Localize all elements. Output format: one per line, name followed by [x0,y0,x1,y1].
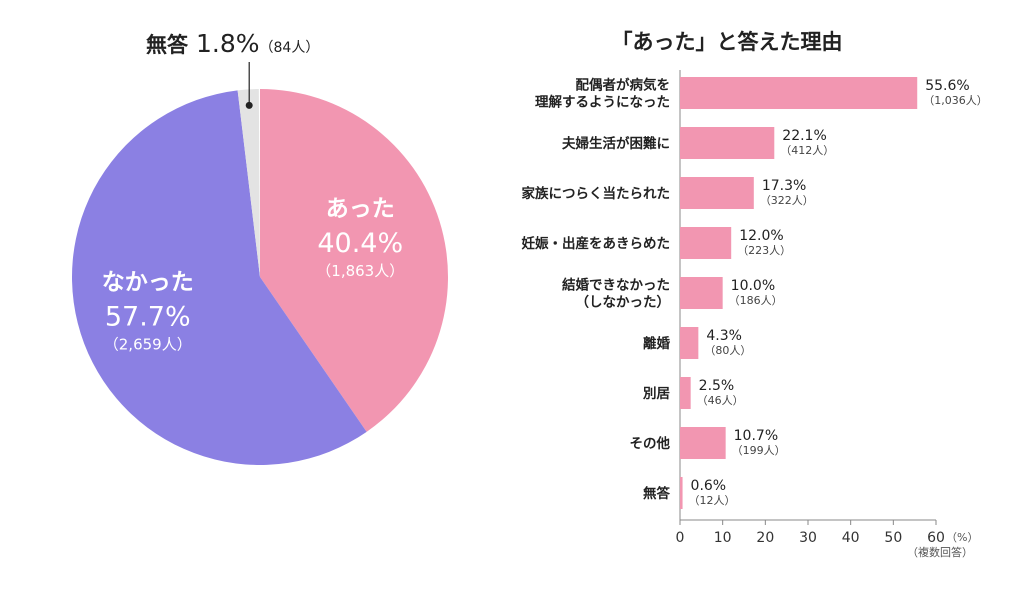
category-label-2: 家族につらく当たられた [522,185,671,202]
bar-7 [680,427,726,459]
x-tick-label-4: 40 [842,530,860,546]
no-answer-label: 無答 [146,33,189,57]
x-tick-label-1: 10 [714,530,732,546]
pie-percent-0: 40.4% [317,228,403,259]
x-tick-label-3: 30 [799,530,817,546]
bar-2 [680,177,754,209]
x-tick-label-2: 20 [756,530,774,546]
value-label-5: 4.3% [706,328,742,344]
category-label-4-line1: （しなかった） [576,295,671,311]
bar-0 [680,77,918,109]
category-label-3: 妊娠・出産をあきらめた [522,235,671,252]
bar-4 [680,277,723,309]
pie-label-1: なかった [102,269,194,295]
pie-slice-2 [237,89,260,277]
pie-slice-0 [260,89,448,432]
value-label-8: 0.6% [691,478,727,494]
count-label-7: （199人） [732,444,786,457]
bar-1 [680,127,775,159]
x-axis-unit: （%） [946,531,978,544]
count-label-6: （46人） [697,394,744,407]
pie-label-2: 無答 1.8%（84人） [146,29,319,58]
category-label-0-line0: 配偶者が病気を [576,77,671,94]
x-tick-label-6: 60 [927,530,945,546]
category-label-7: その他 [630,435,671,452]
category-label-8: 無答 [643,485,671,502]
count-label-2: （322人） [760,194,814,207]
count-label-8: （12人） [689,494,736,507]
count-label-3: （223人） [737,244,791,257]
x-tick-label-0: 0 [676,530,685,546]
count-label-5: （80人） [704,344,751,357]
no-answer-count: （84人） [260,40,320,56]
value-label-3: 12.0% [739,228,783,244]
x-tick-label-5: 50 [884,530,902,546]
pie-percent-1: 57.7% [105,301,191,332]
multiple-answer-note: （複数回答） [907,545,973,559]
value-label-0: 55.6% [925,78,969,94]
count-label-1: （412人） [780,144,834,157]
value-label-6: 2.5% [699,378,735,394]
pie-slice-1 [71,90,367,466]
category-label-0-line1: 理解するようになった [535,94,670,111]
bar-chart: 「あった」と答えた理由 （%） （複数回答） 0 10 20 30 40 50 60 配偶者が… [522,30,988,559]
bar-3 [680,227,732,259]
value-label-4: 10.0% [731,278,775,294]
category-label-6: 別居 [643,386,670,402]
pie-count-0: （1,863人） [316,262,404,280]
pie-chart: あった 40.4% （1,863人） なかった 57.7% （2,659人） 無答 1.8%（… [71,29,448,466]
pie-count-1: （2,659人） [104,335,192,353]
value-label-2: 17.3% [762,178,806,194]
pie-label-0: あった [326,196,395,222]
value-label-1: 22.1% [782,128,826,144]
no-answer-percent: 1.8% [196,29,260,58]
count-label-0: （1,036人） [923,94,988,107]
bar-8 [680,477,683,509]
bar-6 [680,377,691,409]
category-label-1: 夫婦生活が困難に [562,135,670,152]
category-label-5: 離婚 [643,335,671,352]
category-label-4-line0: 結婚できなかった [562,277,670,294]
bar-chart-title: 「あった」と答えた理由 [612,30,843,54]
value-label-7: 10.7% [734,428,778,444]
bar-5 [680,327,699,359]
count-label-4: （186人） [729,294,783,307]
